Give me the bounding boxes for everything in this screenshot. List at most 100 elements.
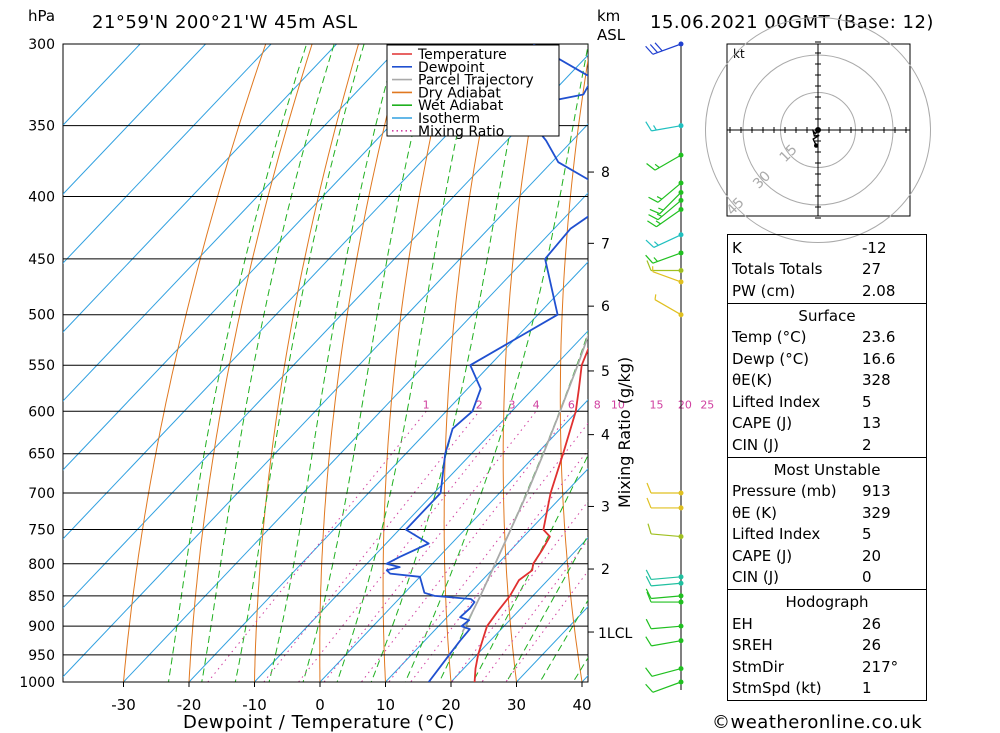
height-tick-label: 7	[601, 236, 610, 252]
dry-adiabat-line	[669, 7, 719, 708]
wet-adiabat-line	[505, 534, 588, 682]
wet-adiabat-line	[404, 44, 588, 682]
stat-row: Temp (°C) 23.6	[728, 327, 926, 349]
temperature-tick-label: 10	[376, 696, 395, 714]
stat-label: Totals Totals	[732, 260, 823, 279]
mixing-ratio-labels: 1 2 3 4 6 8 10 15 20 25	[423, 398, 715, 411]
mixing-ratio-label: 20	[678, 398, 692, 411]
stat-row: CIN (J) 0	[728, 567, 926, 589]
temperature-tick-label: -30	[111, 696, 136, 714]
isobar-lines	[63, 44, 588, 682]
hodograph-trace	[811, 128, 820, 146]
pressure-tick-label: 300	[28, 37, 55, 53]
stat-row: Totals Totals 27	[728, 259, 926, 281]
isotherm-line	[384, 468, 588, 682]
location-title: 21°59'N 200°21'W 45m ASL	[92, 12, 358, 33]
wind-barb	[647, 523, 684, 540]
stat-label: CAPE (J)	[732, 414, 793, 433]
dry-adiabat-line	[961, 7, 1000, 708]
stat-row: θE(K) 328	[728, 370, 926, 392]
stat-label: Pressure (mb)	[732, 482, 837, 501]
stat-value: 0	[862, 568, 872, 587]
stat-label: Dewp (°C)	[732, 349, 810, 368]
km-label: km	[597, 7, 620, 25]
height-tick-label: 8	[601, 165, 610, 181]
asl-label: ASL	[597, 26, 626, 44]
temperature-tick-label: 20	[441, 696, 460, 714]
stats-panel: K -12 Totals Totals 27 PW (cm) 2.08 Surface T…	[727, 234, 927, 701]
lcl-label: 1LCL	[598, 626, 632, 642]
pressure-tick-label: 1000	[19, 675, 55, 691]
stat-row: EH 26	[728, 613, 926, 635]
stat-row: SREH 26	[728, 635, 926, 657]
height-tick-label: 6	[601, 299, 610, 315]
mixing-ratio-axis-title: Mixing Ratio (g/kg)	[615, 357, 634, 508]
legend-label: Temperature	[417, 47, 507, 63]
temperature-tick-label: -20	[177, 696, 202, 714]
stat-row: StmSpd (kt) 1	[728, 678, 926, 700]
stat-row: CAPE (J) 13	[728, 413, 926, 435]
stat-value: 217°	[862, 657, 899, 676]
pressure-tick-label: 650	[28, 447, 55, 463]
legend-label: Parcel Trajectory	[418, 73, 534, 89]
wet-adiabat-line	[302, 44, 435, 682]
dry-adiabat-lines	[122, 7, 1000, 708]
mixing-ratio-label: 6	[568, 398, 575, 411]
temperature-line	[473, 347, 588, 682]
wind-barb	[646, 482, 684, 496]
mixing-ratio-line	[505, 570, 588, 682]
mixing-ratio-label: 1	[423, 398, 430, 411]
height-tick-label: 5	[601, 364, 610, 380]
wet-adiabat-line	[201, 44, 335, 682]
wet-adiabat-line	[336, 44, 478, 682]
wind-barb	[646, 591, 684, 605]
stat-label: θE (K)	[732, 503, 777, 522]
wind-barb	[645, 232, 684, 248]
wind-barb	[645, 569, 684, 581]
stat-value: 23.6	[862, 328, 896, 347]
wet-adiabat-line	[472, 454, 588, 682]
height-tick-label: 3	[601, 499, 610, 515]
wind-barb	[649, 189, 684, 215]
surface-box: Surface Temp (°C) 23.6 Dewp (°C) 16.6 θE(K) 3…	[727, 302, 927, 457]
most-unstable-box: Most Unstable Pressure (mb) 913 θE (K) 329 L…	[727, 456, 927, 589]
stat-value: 2.08	[862, 281, 896, 300]
stat-label: SREH	[732, 636, 773, 655]
hodograph-unit: kt	[733, 47, 745, 61]
stat-row: K -12	[728, 237, 926, 259]
stat-value: 329	[862, 503, 891, 522]
stat-label: EH	[732, 614, 753, 633]
legend-label: Dry Adiabat	[418, 85, 501, 101]
pressure-tick-label: 350	[28, 119, 55, 135]
isotherm-line	[253, 330, 588, 682]
pressure-tick-label: 750	[28, 523, 55, 539]
wind-barb	[645, 121, 684, 132]
hodograph-ring	[705, 17, 931, 243]
isotherm-line	[450, 537, 588, 682]
stat-value: 913	[862, 482, 891, 501]
stat-value: -12	[862, 238, 887, 257]
dry-adiabat-line	[253, 44, 360, 682]
pressure-tick-label: 450	[28, 252, 55, 268]
pressure-tick-label: 950	[28, 648, 55, 664]
stat-value: 2	[862, 435, 872, 454]
stat-value: 13	[862, 414, 882, 433]
stat-label: PW (cm)	[732, 281, 796, 300]
wind-barb	[646, 152, 684, 171]
stat-value: 328	[862, 371, 891, 390]
stat-value: 5	[862, 525, 872, 544]
temperature-tick-label: 0	[315, 696, 325, 714]
wind-barb	[647, 207, 684, 228]
stat-row: Dewp (°C) 16.6	[728, 348, 926, 370]
legend-label: Mixing Ratio	[418, 124, 504, 140]
stat-row: PW (cm) 2.08	[728, 280, 926, 302]
isotherm-line	[122, 192, 588, 682]
stat-row: Pressure (mb) 913	[728, 481, 926, 503]
mixing-ratio-label: 3	[509, 398, 516, 411]
wet-adiabat-line	[268, 44, 398, 682]
dry-adiabat-line	[502, 44, 545, 682]
stat-label: CIN (J)	[732, 435, 780, 454]
stat-row: Lifted Index 5	[728, 391, 926, 413]
wet-adiabat-line	[234, 44, 365, 682]
